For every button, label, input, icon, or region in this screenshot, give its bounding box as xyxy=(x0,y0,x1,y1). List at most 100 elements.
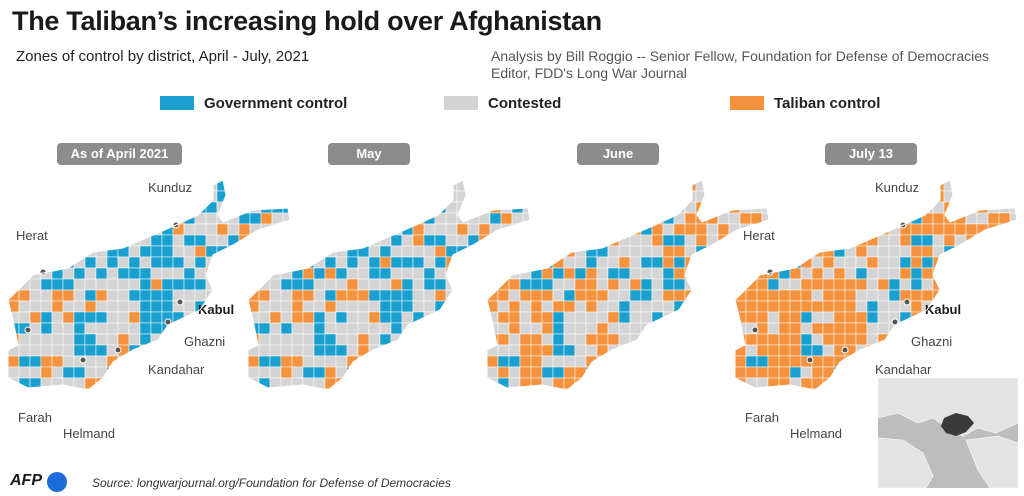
district-cell xyxy=(552,333,565,346)
district-cell xyxy=(877,278,890,291)
district-cell xyxy=(651,333,664,346)
district-cell xyxy=(117,366,130,379)
district-cell xyxy=(302,388,315,390)
district-cell xyxy=(976,344,989,357)
district-cell xyxy=(640,223,653,236)
period-label-july: July 13 xyxy=(825,143,917,165)
district-cell xyxy=(899,322,912,335)
district-cell xyxy=(530,344,543,357)
district-cell xyxy=(640,355,653,368)
district-cell xyxy=(954,256,967,269)
district-cell xyxy=(161,388,174,390)
district-cell xyxy=(258,289,271,302)
district-cell xyxy=(585,201,598,214)
district-cell xyxy=(822,322,835,335)
district-cell xyxy=(789,333,802,346)
district-cell xyxy=(128,377,141,390)
district-cell xyxy=(161,245,174,258)
district-cell xyxy=(530,333,543,346)
district-cell xyxy=(18,311,31,324)
district-cell xyxy=(695,223,708,236)
district-cell xyxy=(706,278,719,291)
district-cell xyxy=(368,256,381,269)
district-cell xyxy=(866,322,879,335)
district-cell xyxy=(508,234,521,247)
district-cell xyxy=(629,256,642,269)
district-cell xyxy=(519,223,532,236)
district-cell xyxy=(888,245,901,258)
district-cell xyxy=(84,322,97,335)
district-cell xyxy=(800,322,813,335)
district-cell xyxy=(717,333,730,346)
district-cell xyxy=(117,234,130,247)
district-cell xyxy=(1009,267,1017,280)
district-cell xyxy=(844,180,857,192)
district-cell xyxy=(467,289,480,302)
district-cell xyxy=(651,267,664,280)
period-label-april: As of April 2021 xyxy=(57,143,182,165)
district-cell xyxy=(161,377,174,390)
district-cell xyxy=(866,267,879,280)
city-label-kunduz: Kunduz xyxy=(875,180,919,195)
district-cell xyxy=(662,245,675,258)
district-cell xyxy=(401,212,414,225)
district-cell xyxy=(574,344,587,357)
district-cell xyxy=(789,388,802,390)
district-cell xyxy=(434,289,447,302)
district-cell xyxy=(910,256,923,269)
district-cell xyxy=(29,201,42,214)
analysis-credit: Analysis by Bill Roggio -- Senior Fellow… xyxy=(491,48,989,82)
city-label-ghazni: Ghazni xyxy=(911,334,952,349)
district-cell xyxy=(998,245,1011,258)
district-cell xyxy=(128,201,141,214)
district-cell xyxy=(629,267,642,280)
district-cell xyxy=(467,256,480,269)
district-cell xyxy=(519,256,532,269)
district-cell xyxy=(519,289,532,302)
district-cell xyxy=(368,322,381,335)
district-cell xyxy=(117,223,130,236)
district-cell xyxy=(269,180,282,192)
district-cell xyxy=(117,180,130,192)
district-cell xyxy=(965,333,978,346)
district-cell xyxy=(673,278,686,291)
district-cell xyxy=(844,289,857,302)
district-cell xyxy=(1009,322,1017,335)
district-cell xyxy=(117,388,130,390)
district-cell xyxy=(497,234,510,247)
district-cell xyxy=(128,190,141,203)
district-cell xyxy=(987,180,1000,192)
district-cell xyxy=(73,322,86,335)
district-cell xyxy=(84,180,97,192)
district-cell xyxy=(811,311,824,324)
district-cell xyxy=(401,300,414,313)
district-cell xyxy=(324,201,337,214)
district-cell xyxy=(269,256,282,269)
district-cell xyxy=(563,289,576,302)
district-cell xyxy=(487,234,499,247)
district-cell xyxy=(789,278,802,291)
district-cell xyxy=(183,278,196,291)
district-cell xyxy=(596,311,609,324)
district-cell xyxy=(456,322,469,335)
district-cell xyxy=(585,311,598,324)
district-cell xyxy=(302,278,315,291)
district-cell xyxy=(434,311,447,324)
district-cell xyxy=(750,245,763,258)
district-cell xyxy=(390,245,403,258)
district-cell xyxy=(467,300,480,313)
district-cell xyxy=(673,190,686,203)
district-cell xyxy=(478,388,491,390)
district-cell xyxy=(346,311,359,324)
district-cell xyxy=(62,355,75,368)
district-cell xyxy=(434,201,447,214)
district-cell xyxy=(844,256,857,269)
district-cell xyxy=(291,245,304,258)
district-cell xyxy=(954,355,967,368)
district-cell xyxy=(552,355,565,368)
district-cell xyxy=(487,388,499,390)
district-cell xyxy=(511,201,524,214)
district-cell xyxy=(379,278,392,291)
district-cell xyxy=(530,245,543,258)
district-cell xyxy=(585,223,598,236)
